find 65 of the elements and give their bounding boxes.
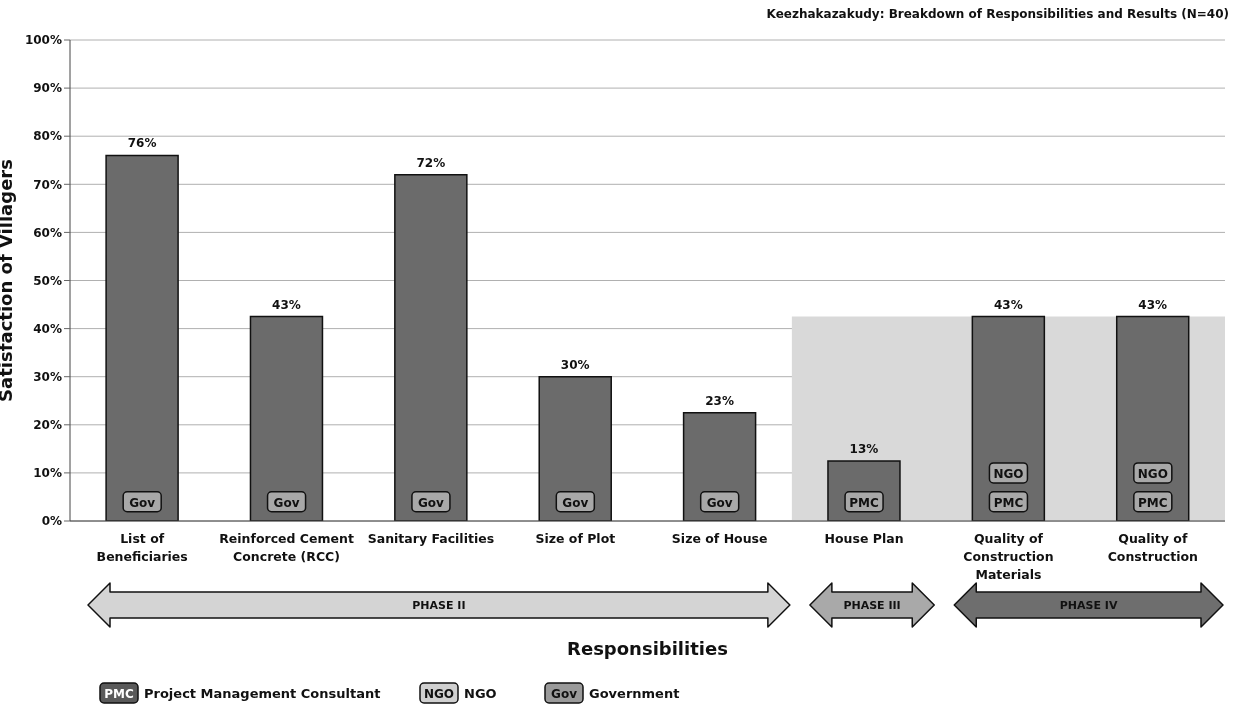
annotation: NGO <box>993 466 1024 481</box>
chart-title: Keezhakazakudy: Breakdown of Responsibilities and Results (N=40) <box>766 7 1229 21</box>
x-tick-label: Reinforced Cement Concrete (RCC) <box>219 531 354 564</box>
data-label: 13% <box>849 441 879 456</box>
x-tick-label: Quality of Construction <box>1107 531 1198 564</box>
x-tick-label: Size of House <box>671 531 768 546</box>
tag-label: PMC <box>1133 491 1173 513</box>
y-tick-label: 10% <box>33 466 62 481</box>
text: Project Management Consultant <box>144 686 381 701</box>
text: Government <box>589 686 680 701</box>
text: NGO <box>464 686 497 701</box>
x-tick-label: List of Beneficiaries <box>96 531 188 564</box>
y-tick-label: 70% <box>33 177 62 192</box>
bar <box>105 154 179 521</box>
bar <box>1115 315 1190 521</box>
bar <box>971 315 1046 521</box>
y-tick-label: 40% <box>33 321 62 336</box>
data-label: 30% <box>560 357 590 372</box>
data-label: 76% <box>127 136 157 151</box>
data-label: 43% <box>1138 297 1168 312</box>
x-tick-label: Quality of Construction Materials <box>963 531 1054 582</box>
double-arrow: PHASE III <box>809 582 935 628</box>
annotation: Gov <box>273 495 300 510</box>
tag-label: NGO <box>1133 462 1173 484</box>
tag-label: NGO <box>988 462 1029 484</box>
y-tick-label: 50% <box>33 273 62 288</box>
y-tick-label: 30% <box>33 369 62 384</box>
annotation: Gov <box>129 495 156 510</box>
bar <box>249 315 324 521</box>
bar <box>538 375 612 521</box>
tag-label: PMC <box>844 491 884 513</box>
x-axis-title: Responsibilities <box>567 638 728 659</box>
annotation: PMC <box>1138 495 1168 510</box>
x-tick-label: Sanitary Facilities <box>367 531 495 546</box>
y-tick-label: 100% <box>24 33 62 48</box>
tag-label: Gov <box>122 491 162 513</box>
annotation: Gov <box>562 495 589 510</box>
data-label: 43% <box>993 297 1023 312</box>
annotation: NGO <box>1137 466 1168 481</box>
annotation: PMC <box>993 495 1024 510</box>
tag-label: Gov <box>544 682 584 704</box>
y-tick-label: 0% <box>41 514 62 529</box>
bar <box>682 412 757 521</box>
tag-label: Gov <box>266 491 307 513</box>
data-label: 23% <box>705 393 734 408</box>
data-label: 72% <box>416 155 446 170</box>
data-label: 43% <box>272 297 301 312</box>
y-tick-label: 80% <box>33 129 62 144</box>
annotation: PMC <box>849 495 880 510</box>
double-arrow: PHASE II <box>87 582 791 628</box>
x-tick-label: Size of Plot <box>535 531 616 546</box>
bar <box>394 173 468 521</box>
tag-label: Gov <box>411 491 451 513</box>
y-tick-label: 20% <box>33 418 62 433</box>
y-tick-label: 90% <box>33 81 62 96</box>
annotation: Gov <box>417 495 445 510</box>
tag-label: Gov <box>555 491 596 513</box>
tag-label: NGO <box>419 682 459 704</box>
x-tick-label: House Plan <box>824 531 904 546</box>
annotation: Gov <box>706 495 733 510</box>
tag-label: PMC <box>99 682 139 704</box>
y-tick-label: 60% <box>33 225 62 240</box>
double-arrow: PHASE IV <box>953 582 1224 628</box>
tag-label: Gov <box>699 491 740 513</box>
tag-label: PMC <box>988 491 1029 513</box>
